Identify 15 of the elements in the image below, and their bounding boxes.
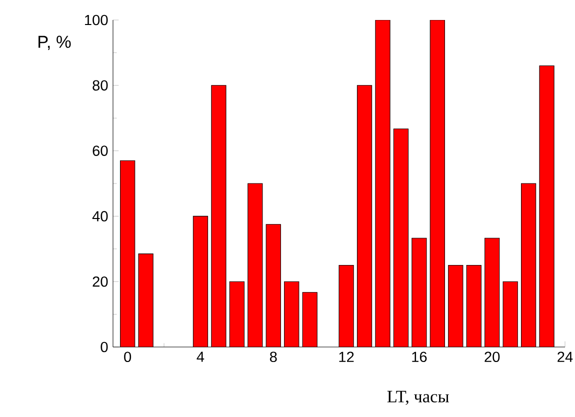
y-tick-label: 80: [92, 80, 108, 91]
x-tick-label: 12: [339, 352, 354, 362]
y-tick-label: 100: [85, 14, 108, 26]
y-tick-label: 60: [92, 146, 108, 156]
x-tick-label: 4: [196, 352, 204, 362]
x-tick-label: 8: [270, 352, 277, 362]
y-tick-label: 40: [92, 211, 108, 222]
y-axis-title: P, %: [38, 36, 71, 50]
x-tick-label: 24: [558, 352, 573, 362]
x-axis-title: LT, часы: [387, 390, 449, 405]
x-tick-label: 20: [484, 352, 500, 362]
y-tick-label: 0: [100, 342, 108, 352]
x-tick-label: 0: [124, 352, 132, 362]
x-tick-label: 16: [412, 352, 427, 362]
y-tick-label: 20: [92, 276, 108, 287]
